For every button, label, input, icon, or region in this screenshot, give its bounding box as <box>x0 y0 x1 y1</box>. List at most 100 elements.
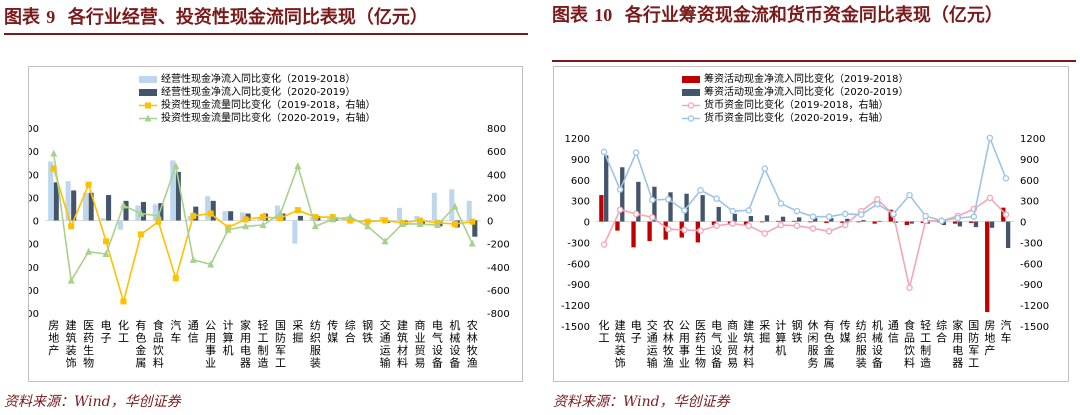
bar <box>904 221 909 226</box>
category-label: 备 <box>432 356 443 370</box>
bar <box>711 221 717 226</box>
y-left-tick-label: 0 <box>33 217 39 228</box>
line-point <box>665 225 672 233</box>
category-label: 采 <box>759 319 770 332</box>
line-point <box>260 214 266 221</box>
y-right-tick-label: 1200 <box>1020 134 1045 145</box>
line-point <box>224 225 232 233</box>
y-right-tick-label: -200 <box>487 240 510 251</box>
category-label: 机 <box>223 343 234 357</box>
line-point <box>451 220 458 227</box>
category-label: 药 <box>695 332 706 345</box>
category-label: 服 <box>310 344 321 357</box>
figure-9-title: 图表 9 各行业经营、投资性现金流同比表现（亿元） <box>4 3 428 29</box>
line-point <box>329 215 337 223</box>
line-point <box>649 196 656 204</box>
line-point <box>697 186 704 194</box>
bar <box>743 221 749 226</box>
line-point <box>632 210 640 218</box>
chart-left-frame: 800 600 400 200 0 -200 -400 -600 -800 800 600 400 20… <box>16 66 523 382</box>
category-label: 工 <box>920 332 931 345</box>
category-label: 牧 <box>467 343 478 357</box>
category-label: 军 <box>275 344 286 357</box>
category-label: 牧 <box>663 343 674 357</box>
figure-10-title: 图表 10 各行业筹资现金流和货币资金同比表现（亿元） <box>552 0 1076 31</box>
line-point <box>85 181 92 188</box>
category-label: 房 <box>48 319 59 332</box>
figure-label: 图表 <box>552 5 588 26</box>
line-point <box>745 207 752 214</box>
line-point <box>954 214 961 222</box>
bar <box>599 195 604 222</box>
category-label: 食 <box>904 318 915 332</box>
category-label: 筑 <box>743 331 754 345</box>
line-point <box>242 216 249 223</box>
y-right-tick-label: 600 <box>487 147 506 158</box>
category-label: 电 <box>711 319 722 332</box>
bar <box>205 196 211 221</box>
line-point <box>665 196 672 203</box>
line-point <box>793 207 801 215</box>
bar <box>909 221 914 224</box>
bar <box>877 220 882 222</box>
category-label: 色 <box>135 331 146 345</box>
bar <box>48 161 54 221</box>
category-label: 筑 <box>615 331 626 345</box>
bar <box>861 220 866 222</box>
bar <box>856 221 861 223</box>
bar <box>309 217 315 221</box>
line-point <box>311 222 319 230</box>
y-left-tick-label: -1500 <box>561 322 590 333</box>
category-label: 器 <box>240 357 251 370</box>
line-point <box>890 210 897 218</box>
category-label: 事 <box>205 344 216 357</box>
bar <box>829 218 834 222</box>
category-label: 服 <box>856 344 867 357</box>
line-point <box>364 218 371 225</box>
category-label: 料 <box>397 356 408 370</box>
y-left-tick-label: -200 <box>29 240 39 251</box>
category-label: 机 <box>872 318 883 332</box>
category-label: 属 <box>824 357 835 370</box>
category-label: 料 <box>743 356 754 370</box>
bar <box>845 218 850 222</box>
line-point <box>172 162 180 170</box>
category-label: 用 <box>952 332 963 345</box>
category-label: 工 <box>258 332 269 345</box>
line-point <box>986 194 994 202</box>
bar <box>65 181 71 221</box>
bar <box>813 218 818 222</box>
category-label: 饰 <box>615 356 626 370</box>
y-right-tick-label: -600 <box>1020 259 1043 270</box>
figure-number: 10 <box>594 5 613 25</box>
line-point <box>347 217 354 224</box>
category-label: 轻 <box>920 318 931 332</box>
line-point <box>825 213 833 220</box>
category-label: 车 <box>170 331 181 345</box>
category-label: 电 <box>240 344 251 357</box>
bar <box>152 204 158 221</box>
bar <box>647 221 652 242</box>
category-label: 物 <box>83 356 94 370</box>
category-label: 信 <box>188 332 199 345</box>
bar <box>170 160 176 221</box>
legend-swatch <box>682 89 700 96</box>
chart-right-frame: 1200 900 600 300 0 -300 -600 -900 -1200 -1500 1200… <box>553 66 1069 382</box>
category-label: 子 <box>631 332 642 345</box>
category-label: 备 <box>872 356 883 370</box>
bar <box>274 205 280 221</box>
y-left-tick-label: -300 <box>567 238 590 249</box>
category-label: 传 <box>840 319 851 332</box>
category-label: 媒 <box>840 332 851 345</box>
bar <box>327 218 333 221</box>
line-point <box>986 134 994 142</box>
line-point <box>616 186 624 193</box>
line-point <box>713 195 720 202</box>
category-label: 商 <box>727 318 738 332</box>
bar <box>764 215 770 222</box>
category-label: 有 <box>135 318 146 332</box>
bar <box>175 171 181 221</box>
legend-swatch <box>145 102 151 109</box>
category-label: 运 <box>647 344 658 357</box>
category-label: 农 <box>663 318 674 332</box>
